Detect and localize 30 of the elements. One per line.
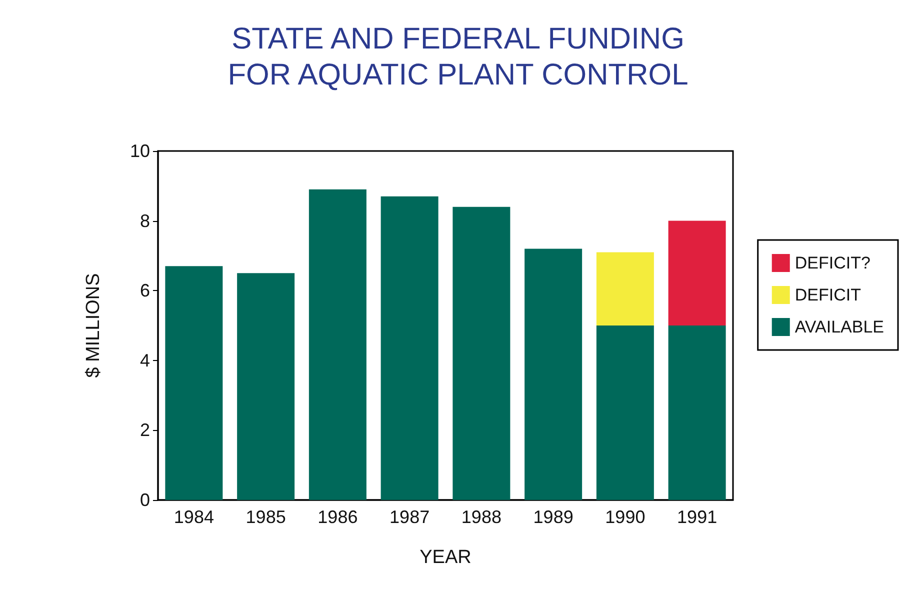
- y-axis-title: $ MILLIONS: [83, 273, 104, 378]
- bar: [668, 220, 726, 326]
- bar: [596, 252, 654, 326]
- x-tick-label: 1984: [174, 507, 214, 527]
- y-tick-label: 8: [140, 210, 150, 231]
- x-tick-label: 1990: [605, 507, 646, 527]
- bar: [308, 189, 366, 500]
- bar: [668, 326, 726, 500]
- y-tick-label: 4: [140, 350, 150, 370]
- legend-label: DEFICIT?: [794, 254, 870, 272]
- bar: [380, 196, 438, 500]
- chart-title: STATE AND FEDERAL FUNDING FOR AQUATIC PLANT CONTROL: [228, 22, 688, 92]
- legend-label: AVAILABLE: [794, 318, 884, 336]
- x-axis-title: YEAR: [420, 547, 472, 568]
- bar: [237, 273, 295, 500]
- x-tick-label: 1986: [318, 507, 358, 527]
- bar: [452, 206, 510, 500]
- legend-label: DEFICIT: [794, 286, 861, 304]
- x-tick-label: 1988: [461, 507, 502, 527]
- x-tick-label: 1987: [390, 507, 430, 527]
- x-tick-label: 1991: [677, 507, 718, 527]
- bar: [165, 266, 223, 500]
- bar: [596, 326, 654, 500]
- y-tick-label: 0: [140, 490, 150, 510]
- y-tick-label: 10: [130, 141, 150, 161]
- bar: [524, 248, 582, 500]
- y-tick-label: 2: [140, 420, 150, 440]
- y-tick-label: 6: [140, 280, 150, 301]
- x-tick-label: 1989: [533, 507, 574, 527]
- x-tick-label: 1985: [246, 507, 286, 527]
